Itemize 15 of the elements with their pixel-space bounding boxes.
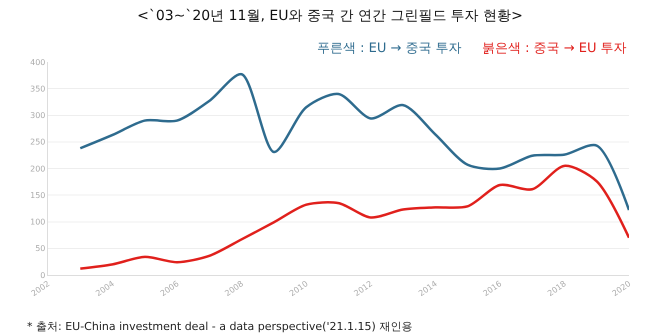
line-series bbox=[79, 164, 629, 270]
line-series bbox=[79, 73, 629, 212]
text: 붉은색 : 중국 → EU 투자 bbox=[482, 41, 627, 56]
text: 푸른색 : EU → 중국 투자 bbox=[317, 41, 462, 56]
text: * 출처: EU-China investment deal - a data perspective('21.1.15) 재인용 bbox=[27, 320, 412, 333]
y-tick-label: 200 bbox=[30, 164, 46, 174]
y-tick-label: 350 bbox=[30, 84, 46, 94]
y-tick-label: 300 bbox=[30, 111, 46, 120]
y-tick-label: 100 bbox=[30, 218, 46, 227]
y-tick-label: 400 bbox=[30, 58, 46, 67]
y-tick-label: 150 bbox=[30, 190, 46, 200]
y-tick-label: 50 bbox=[35, 244, 46, 254]
chart-title: <`03~`20년 11월, EU와 중국 간 연간 그린필드 투자 현황> bbox=[137, 8, 523, 24]
y-tick-label: 0 bbox=[40, 270, 46, 280]
y-tick-label: 250 bbox=[30, 138, 46, 147]
